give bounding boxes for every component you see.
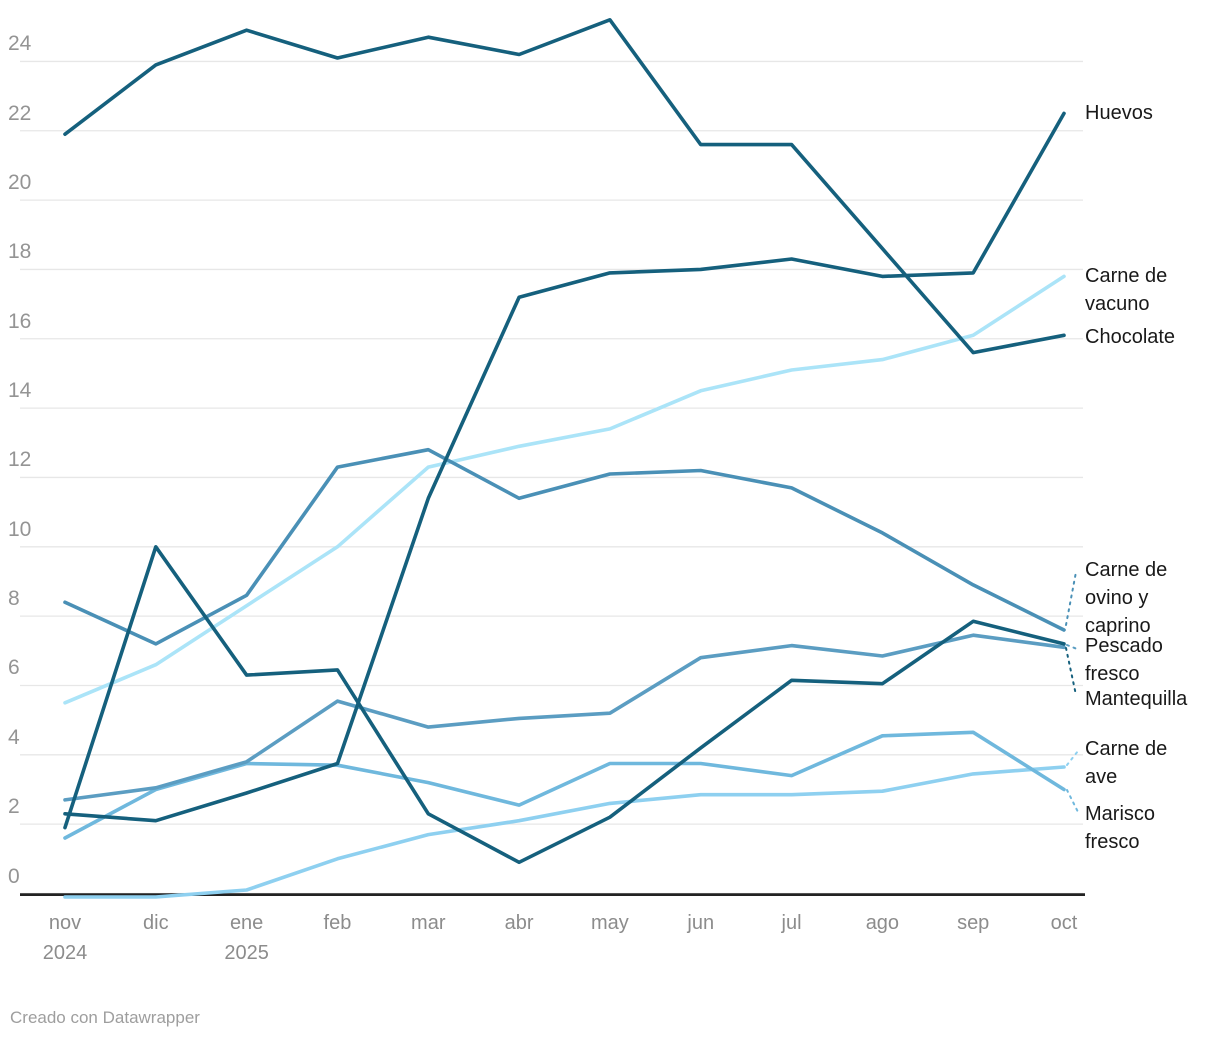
series-label-line: ave bbox=[1085, 766, 1118, 788]
x-tick-label: ene bbox=[229, 912, 264, 934]
y-tick-label: 18 bbox=[8, 240, 32, 264]
x-tick-label: feb bbox=[323, 912, 352, 934]
series-label-line: Chocolate bbox=[1085, 326, 1176, 348]
y-tick-label: 12 bbox=[8, 448, 32, 472]
label-leader-line bbox=[1065, 571, 1077, 626]
y-tick-label: 0 bbox=[8, 864, 20, 888]
y-tick-label: 22 bbox=[8, 101, 32, 125]
series-label-line: vacuno bbox=[1085, 293, 1150, 315]
y-tick-label: 16 bbox=[8, 309, 32, 333]
x-tick-label: ago bbox=[865, 912, 900, 934]
label-leader-line bbox=[1066, 789, 1079, 813]
series-label-line: caprino bbox=[1085, 615, 1151, 637]
series-label-line: Carne de bbox=[1085, 559, 1168, 581]
series-label: Chocolate bbox=[1085, 323, 1175, 351]
y-tick-label: 4 bbox=[8, 725, 20, 749]
series-label-line: Mantequilla bbox=[1085, 688, 1188, 710]
series-label-line: Carne de bbox=[1085, 265, 1168, 287]
series-label: Mantequilla bbox=[1085, 685, 1187, 713]
label-leader-line bbox=[1066, 644, 1078, 650]
y-tick-label: 24 bbox=[8, 32, 32, 56]
series-line bbox=[63, 633, 1066, 802]
label-leader-line bbox=[1066, 750, 1079, 766]
x-tick-label: may bbox=[591, 912, 629, 934]
series-line bbox=[63, 274, 1066, 705]
y-tick-label: 20 bbox=[8, 171, 32, 195]
x-tick-label: sep bbox=[957, 912, 990, 934]
series-label-line: Marisco bbox=[1085, 803, 1156, 825]
x-tick-label: dic bbox=[143, 912, 169, 934]
footer-credit: Creado con Datawrapper bbox=[10, 1008, 200, 1027]
y-tick-label: 10 bbox=[8, 517, 32, 541]
series-line bbox=[63, 17, 1066, 355]
series-line bbox=[63, 111, 1066, 823]
series-label-line: fresco bbox=[1085, 663, 1140, 685]
x-tick-label: nov bbox=[48, 912, 82, 934]
label-leader-line bbox=[1065, 647, 1077, 696]
series-label-line: ovino y bbox=[1085, 587, 1149, 609]
y-tick-label: 2 bbox=[8, 795, 20, 819]
series-line bbox=[63, 544, 1066, 865]
series-label: Carne de ave bbox=[1085, 735, 1167, 791]
series-label: Carne de vacuno bbox=[1085, 262, 1167, 318]
series-label-line: Pescado bbox=[1085, 635, 1163, 657]
y-tick-label: 6 bbox=[8, 656, 20, 680]
y-tick-label: 8 bbox=[8, 587, 20, 611]
series-label: Huevos bbox=[1085, 99, 1153, 127]
x-tick-label: abr bbox=[504, 912, 534, 934]
x-tick-label: jul bbox=[781, 912, 802, 934]
x-tick-label: jun bbox=[687, 912, 715, 934]
series-line bbox=[63, 765, 1066, 899]
series-label-line: fresco bbox=[1085, 831, 1140, 853]
series-label: Marisco fresco bbox=[1085, 800, 1155, 856]
series-label-line: Carne de bbox=[1085, 738, 1168, 760]
series-label: Carne de ovino y caprino bbox=[1085, 556, 1167, 640]
x-year-label: 2025 bbox=[224, 942, 269, 964]
x-tick-label: oct bbox=[1050, 912, 1078, 934]
x-tick-label: mar bbox=[411, 912, 446, 934]
series-label: Pescado fresco bbox=[1085, 632, 1163, 688]
y-tick-label: 14 bbox=[8, 379, 32, 403]
x-year-label: 2024 bbox=[42, 942, 88, 964]
series-line bbox=[63, 447, 1066, 646]
series-label-line: Huevos bbox=[1085, 102, 1153, 124]
